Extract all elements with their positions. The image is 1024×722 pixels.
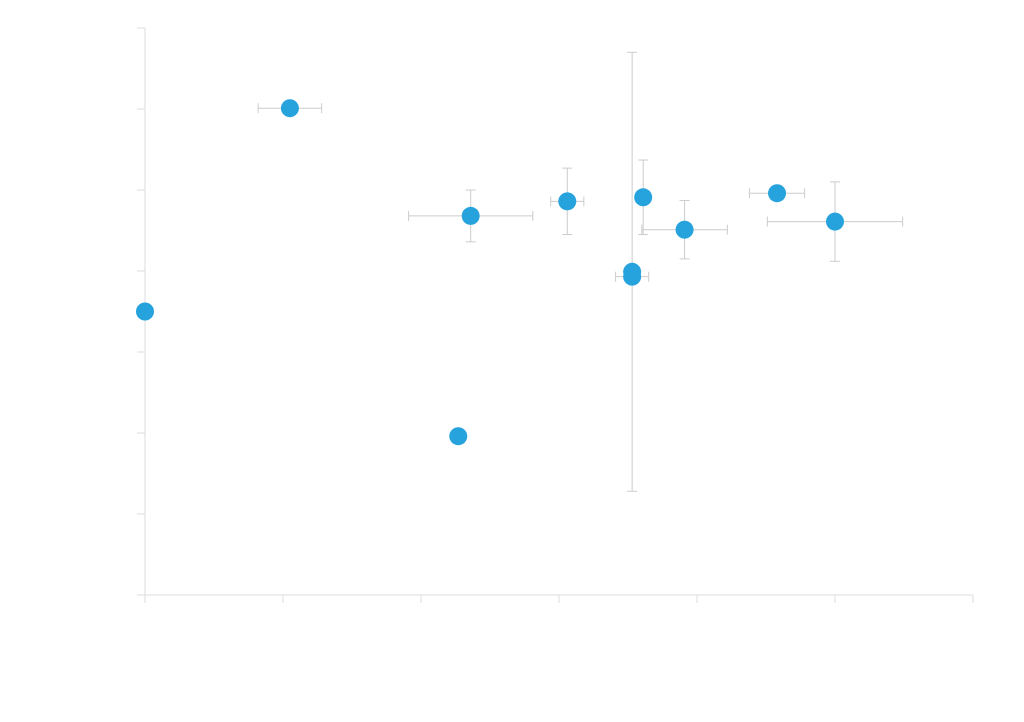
data-point [136, 302, 154, 321]
data-point [768, 184, 787, 203]
axes [137, 27, 974, 603]
data-point [461, 206, 480, 225]
data-point [826, 212, 844, 231]
data-point [623, 267, 642, 286]
data-point [449, 427, 468, 446]
data-point [675, 220, 694, 239]
data-point [280, 99, 299, 118]
data-points [136, 99, 844, 446]
data-point [634, 188, 653, 207]
error-bars [257, 51, 904, 492]
data-point [558, 192, 577, 211]
